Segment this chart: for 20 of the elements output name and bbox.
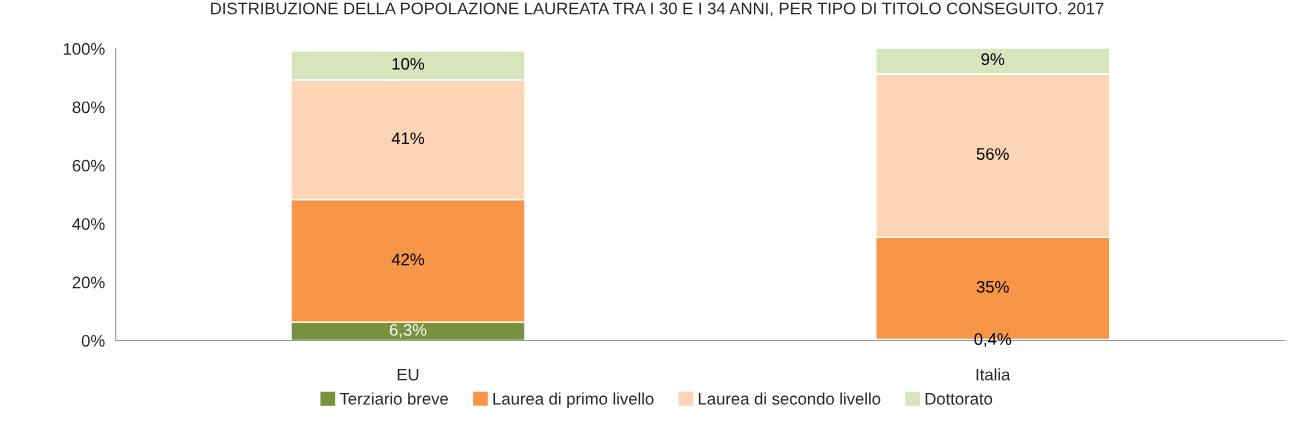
data-label: 41%	[391, 132, 425, 145]
data-label: 9%	[981, 53, 1005, 66]
x-tick-label: EU	[397, 368, 419, 381]
legend-label: Dottorato	[925, 393, 993, 405]
y-tick-label: 40%	[72, 218, 105, 230]
x-tick-label: Italia	[976, 368, 1011, 381]
y-tick-label: 100%	[63, 43, 105, 55]
data-label: 42%	[391, 253, 425, 266]
data-label: 35%	[976, 280, 1009, 293]
chart-title: DISTRIBUZIONE DELLA POPOLAZIONE LAUREATA TRA I 30 E I 34 ANNI, PER TIPO DI TITOLO CONSEGUITO. 2017	[211, 2, 1104, 17]
y-tick-label: 0%	[81, 334, 105, 347]
legend-label: Laurea di secondo livello	[698, 392, 881, 405]
y-tick-label: 80%	[72, 101, 105, 114]
data-label: 10%	[392, 57, 425, 70]
legend-label: Terziario breve	[339, 392, 449, 405]
legend-label: Laurea di primo livello	[493, 392, 654, 408]
data-label: 6,3%	[389, 323, 427, 338]
y-tick-label: 20%	[72, 276, 105, 289]
y-tick-label: 60%	[72, 159, 105, 172]
data-label: 56%	[976, 148, 1009, 160]
